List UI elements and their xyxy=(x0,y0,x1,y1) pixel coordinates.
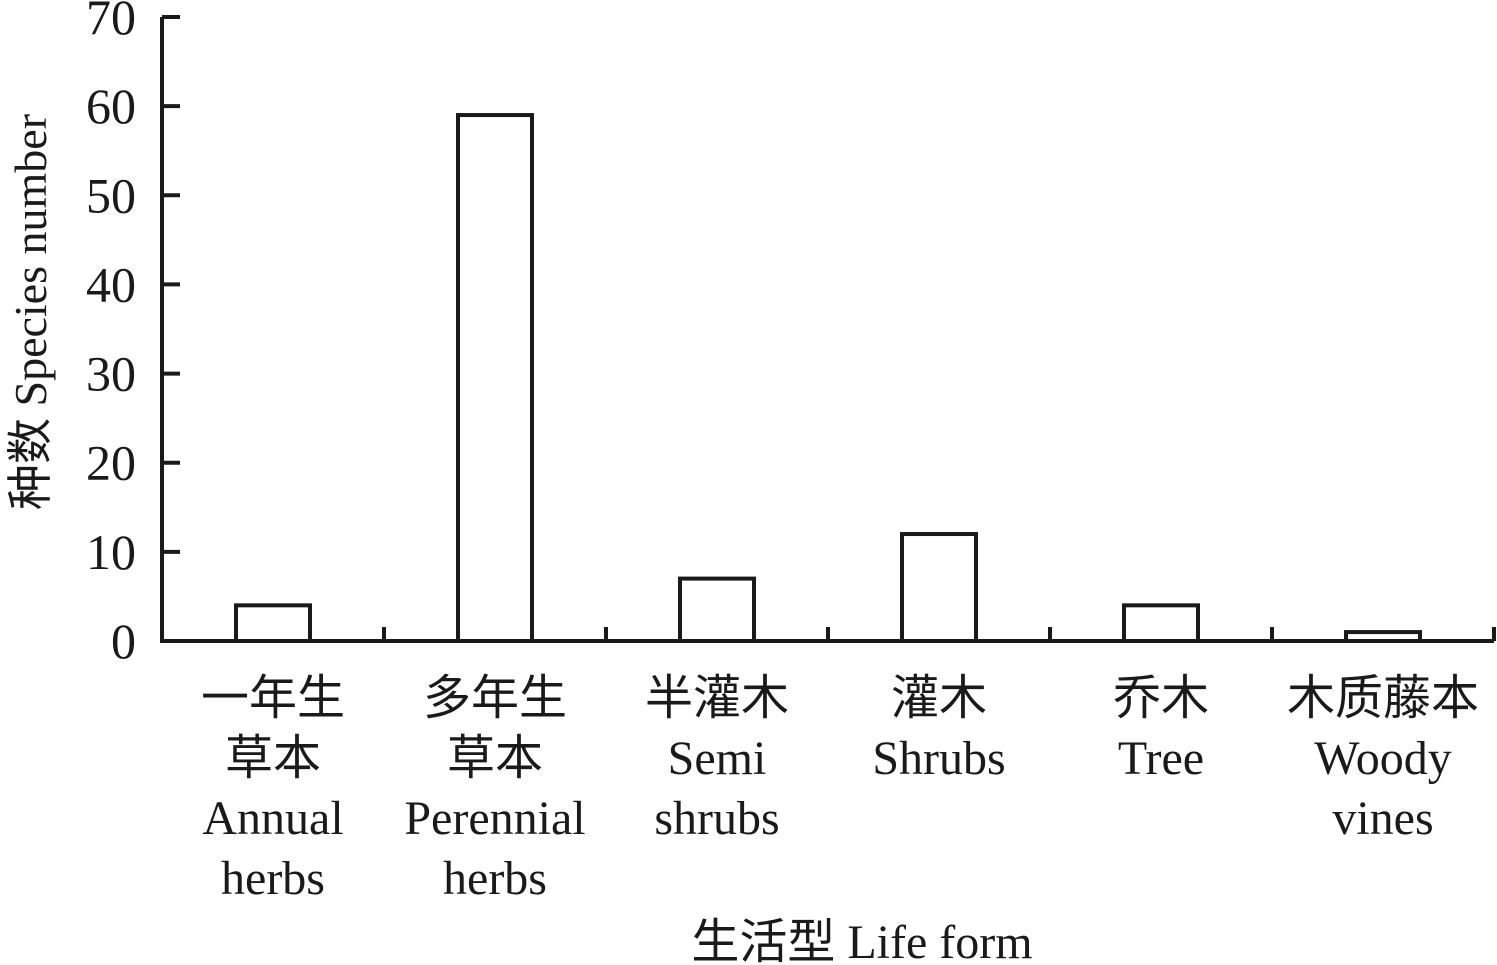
x-tick-labels: 一年生草本 Annual herbs 多年生草本 Perennial herbs 半灌木 Se… xyxy=(201,672,1479,905)
x-tick-label-line: Annual xyxy=(202,792,343,845)
y-tick-label: 0 xyxy=(111,613,136,669)
y-tick-label: 40 xyxy=(86,256,136,312)
x-tick-label-line: Woody xyxy=(1314,732,1451,785)
x-tick-label: 一年生草本 Annual herbs xyxy=(201,672,345,905)
y-tick-label: 60 xyxy=(86,78,136,134)
x-tick-label: 木质藤本 Woody vines xyxy=(1287,672,1479,845)
bar xyxy=(1344,630,1422,643)
y-axis: 0 10 20 30 40 50 60 70 xyxy=(86,0,180,669)
x-tick-label-line: shrubs xyxy=(654,792,779,845)
y-axis-title: 种数 Species number xyxy=(5,114,56,510)
bar xyxy=(1122,603,1200,643)
y-tick-label: 10 xyxy=(86,524,136,580)
x-tick-label-line: 乔木 xyxy=(1113,672,1209,725)
x-tick-label: 灌木 Shrubs xyxy=(872,672,1005,785)
bar xyxy=(456,113,534,644)
x-tick-label-line: Tree xyxy=(1118,732,1204,785)
x-tick-label-line: 半灌木 xyxy=(645,672,789,725)
x-tick-label-line: Shrubs xyxy=(872,732,1005,785)
y-tick-label: 50 xyxy=(86,167,136,223)
x-tick-label-line: 草本 xyxy=(225,732,321,785)
x-tick-label-line: Semi xyxy=(668,732,767,785)
x-tick-label-line: 多年生 xyxy=(423,672,567,725)
x-tick-label: 多年生草本 Perennial herbs xyxy=(404,672,585,905)
x-tick-label: 乔木 Tree xyxy=(1113,672,1209,785)
y-tick-label: 70 xyxy=(86,0,136,45)
x-tick-label-line: 草本 xyxy=(447,732,543,785)
x-tick-label-line: herbs xyxy=(443,852,547,905)
x-tick-label-line: vines xyxy=(1332,792,1433,845)
x-tick-label: 半灌木 Semi shrubs xyxy=(645,672,789,845)
bar xyxy=(234,603,312,643)
x-tick-label-line: Perennial xyxy=(404,792,585,845)
bar xyxy=(678,576,756,643)
y-tick-label: 20 xyxy=(86,435,136,491)
bars xyxy=(234,113,1422,644)
x-tick-label-line: 木质藤本 xyxy=(1287,672,1479,725)
x-axis-title: 生活型 Life form xyxy=(691,916,1032,965)
x-tick-label-line: 一年生 xyxy=(201,672,345,725)
y-tick-label: 30 xyxy=(86,346,136,402)
x-tick-label-line: herbs xyxy=(221,852,325,905)
bar xyxy=(900,532,978,643)
x-tick-label-line: 灌木 xyxy=(891,672,987,725)
x-axis xyxy=(162,627,1496,643)
